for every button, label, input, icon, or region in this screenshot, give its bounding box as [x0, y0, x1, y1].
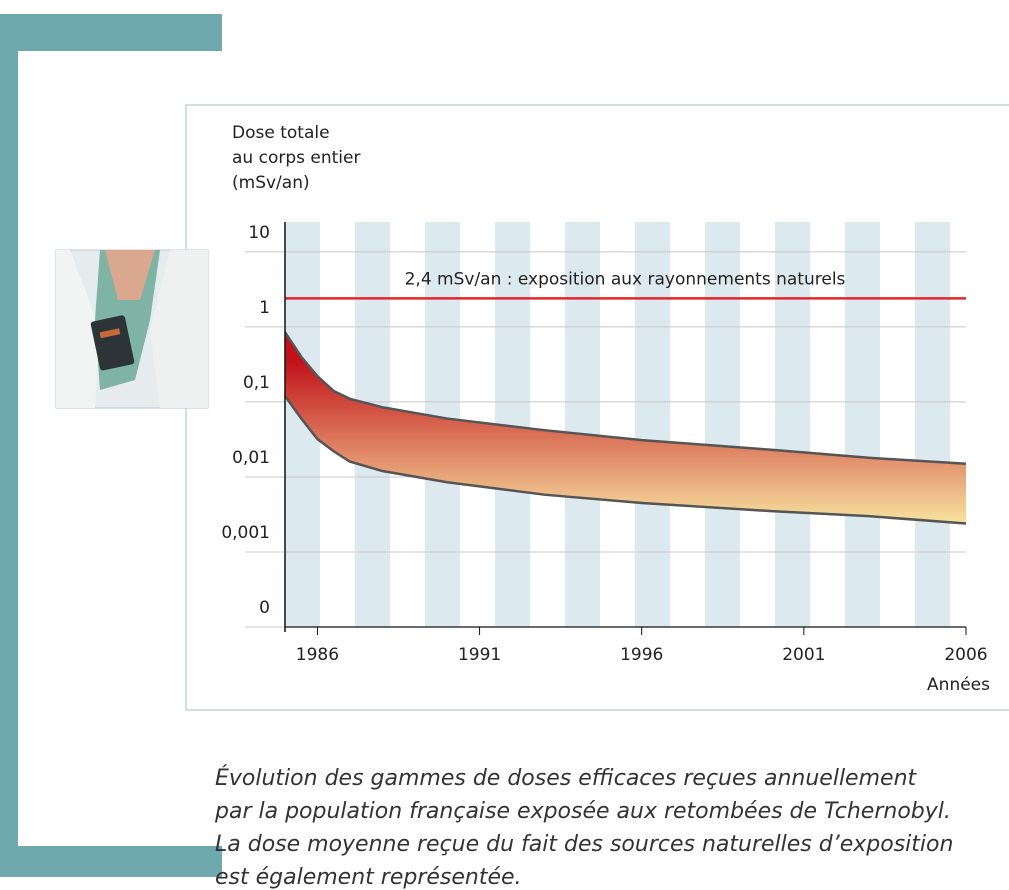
band-fill — [285, 332, 966, 524]
decor-top — [0, 14, 222, 51]
caption: par la population française exposée aux … — [214, 799, 951, 824]
y-tick-label: 10 — [248, 223, 270, 243]
band-edge — [283, 331, 967, 465]
x-tick-label: 1991 — [458, 645, 501, 665]
y-axis-label: (mSv/an) — [232, 173, 310, 193]
y-tick-label: 0,1 — [243, 373, 270, 393]
y-tick-label: 0,01 — [232, 448, 270, 468]
x-tick-label: 1986 — [296, 645, 339, 665]
y-tick-label: 1 — [259, 298, 270, 318]
y-axis-label: Dose totale — [232, 123, 330, 143]
reference-label: 2,4 mSv/an : exposition aux rayonnements… — [405, 269, 846, 289]
caption: La dose moyenne reçue du fait des source… — [215, 832, 953, 857]
x-tick-label: 1996 — [620, 645, 663, 665]
y-tick-label: 0 — [259, 598, 270, 618]
x-tick-label: 2001 — [782, 645, 825, 665]
band-edge — [283, 395, 967, 525]
decor-side — [0, 14, 18, 877]
x-axis-label: Années — [927, 675, 990, 695]
caption: est également représentée. — [215, 865, 522, 890]
caption: Évolution des gammes de doses efficaces … — [215, 765, 918, 791]
x-tick-label: 2006 — [944, 645, 987, 665]
y-axis-label: au corps entier — [232, 148, 360, 168]
decor-bottom — [0, 846, 222, 877]
y-tick-label: 0,001 — [221, 523, 270, 543]
photo — [55, 249, 209, 409]
